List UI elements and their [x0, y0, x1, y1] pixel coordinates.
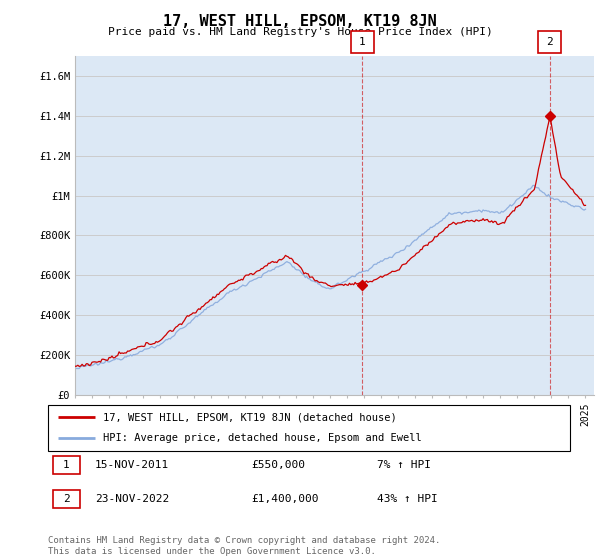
Text: 17, WEST HILL, EPSOM, KT19 8JN (detached house): 17, WEST HILL, EPSOM, KT19 8JN (detached…	[103, 412, 397, 422]
FancyBboxPatch shape	[53, 456, 80, 474]
FancyBboxPatch shape	[53, 490, 80, 508]
Text: 1: 1	[63, 460, 70, 470]
Text: Price paid vs. HM Land Registry's House Price Index (HPI): Price paid vs. HM Land Registry's House …	[107, 27, 493, 37]
Text: 17, WEST HILL, EPSOM, KT19 8JN: 17, WEST HILL, EPSOM, KT19 8JN	[163, 14, 437, 29]
Text: 43% ↑ HPI: 43% ↑ HPI	[377, 494, 437, 504]
Text: HPI: Average price, detached house, Epsom and Ewell: HPI: Average price, detached house, Epso…	[103, 433, 422, 444]
FancyBboxPatch shape	[48, 405, 570, 451]
Text: 7% ↑ HPI: 7% ↑ HPI	[377, 460, 431, 470]
Text: 23-NOV-2022: 23-NOV-2022	[95, 494, 169, 504]
Text: £550,000: £550,000	[251, 460, 305, 470]
Text: 1: 1	[359, 37, 365, 47]
Text: 15-NOV-2011: 15-NOV-2011	[95, 460, 169, 470]
Text: 2: 2	[63, 494, 70, 504]
Text: 2: 2	[547, 37, 553, 47]
Text: £1,400,000: £1,400,000	[251, 494, 319, 504]
Text: Contains HM Land Registry data © Crown copyright and database right 2024.
This d: Contains HM Land Registry data © Crown c…	[48, 536, 440, 556]
